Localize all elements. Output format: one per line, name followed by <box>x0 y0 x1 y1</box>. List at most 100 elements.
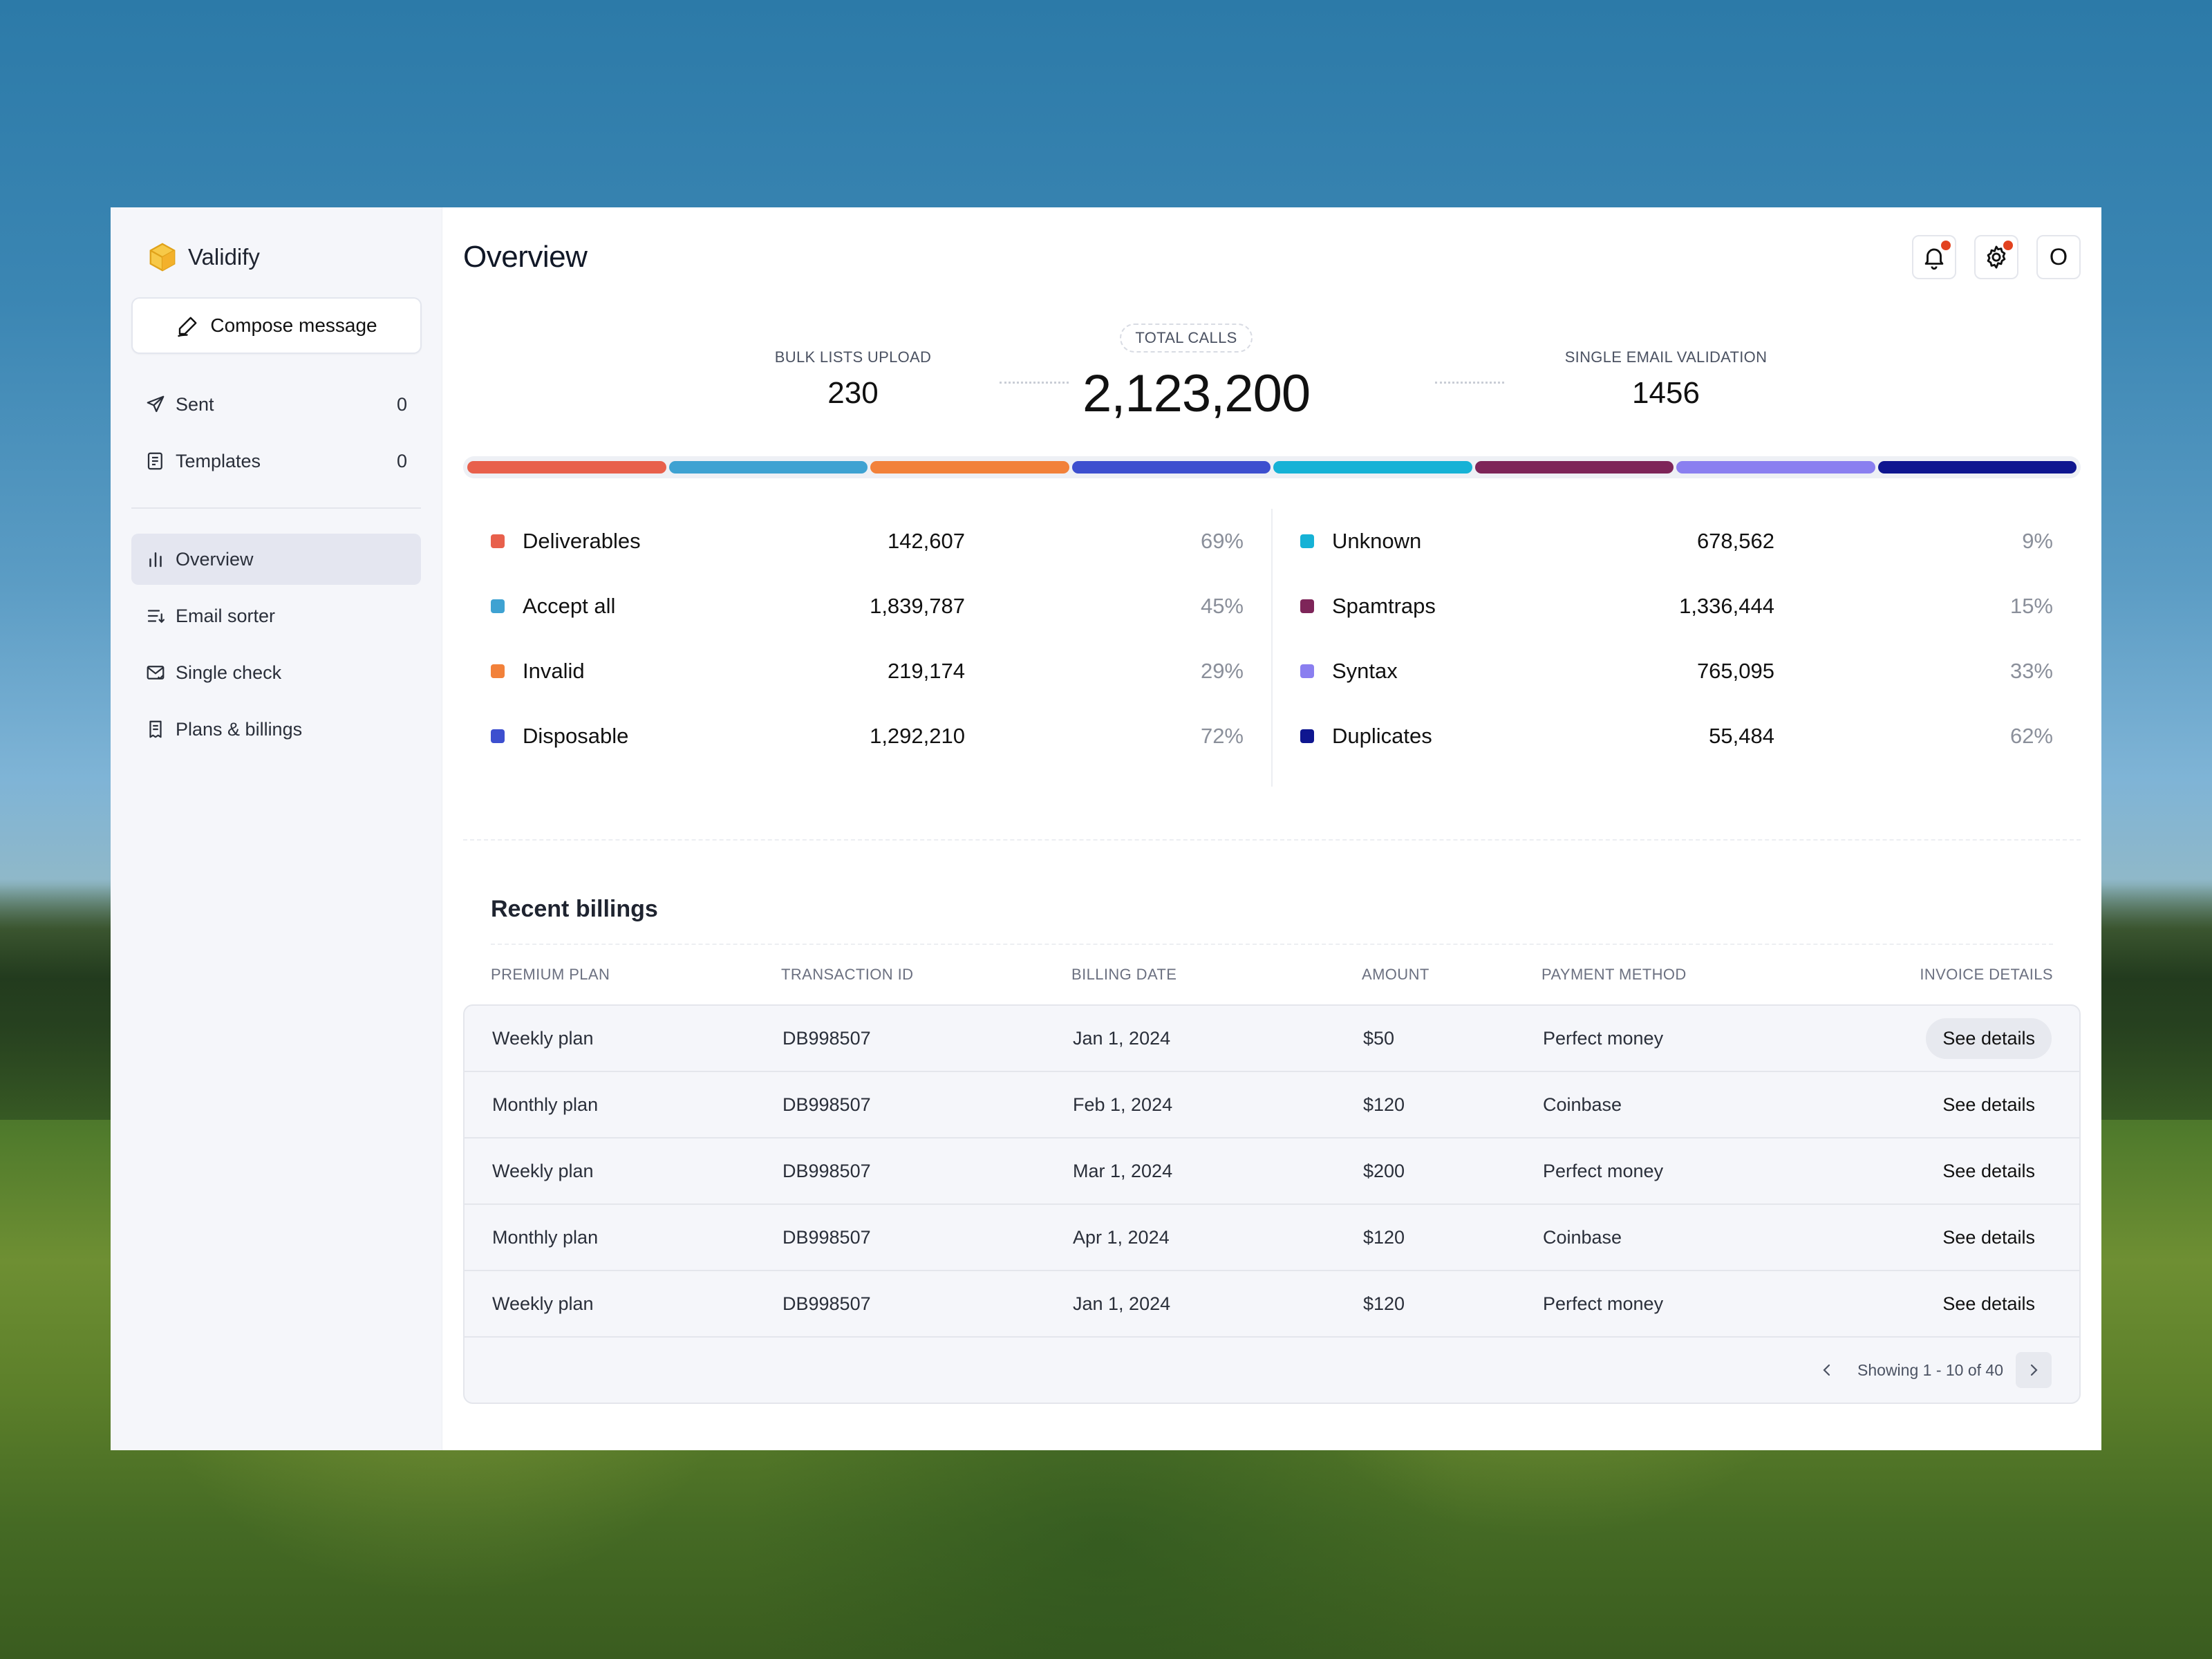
column-header: AMOUNT <box>1362 966 1430 983</box>
legend-name: Invalid <box>523 659 585 683</box>
legend-count: 142,607 <box>887 529 965 553</box>
payment-method-cell: Coinbase <box>1543 1226 1622 1248</box>
sidebar-divider <box>131 507 421 509</box>
billing-date-cell: Feb 1, 2024 <box>1073 1094 1173 1115</box>
sidebar-item-label: Templates <box>176 450 261 471</box>
column-header: INVOICE DETAILS <box>1920 966 2053 983</box>
transaction-id-cell: DB998507 <box>782 1293 871 1314</box>
pagination-label: Showing 1 - 10 of 40 <box>1857 1360 2003 1379</box>
plan-cell: Monthly plan <box>492 1226 599 1248</box>
legend-swatch <box>1300 534 1314 548</box>
sidebar-item-label: Plans & billings <box>176 718 303 740</box>
see-details-button[interactable]: See details <box>1942 1094 2035 1115</box>
sidebar-item-templates[interactable]: Templates 0 <box>131 435 421 487</box>
see-details-button[interactable]: See details <box>1926 1018 2052 1059</box>
topbar: Overview O <box>463 235 2081 279</box>
sidebar-item-single-check[interactable]: Single check <box>131 647 421 698</box>
plan-cell: Monthly plan <box>492 1094 599 1115</box>
main-content: Overview O <box>442 207 2101 1450</box>
compose-message-button[interactable]: Compose message <box>131 297 422 354</box>
see-details-button[interactable]: See details <box>1942 1160 2035 1181</box>
segment-bar-piece <box>668 461 868 474</box>
legend-name: Accept all <box>523 594 616 618</box>
legend-row: Invalid 219,174 29% <box>491 639 1244 704</box>
plan-cell: Weekly plan <box>492 1027 594 1049</box>
legend-percent: 15% <box>2009 594 2053 618</box>
template-icon <box>147 452 162 470</box>
legend-swatch <box>1300 599 1314 613</box>
billing-date-cell: Apr 1, 2024 <box>1073 1226 1170 1248</box>
table-row: Monthly plan DB998507 Apr 1, 2024 $120 Coinb… <box>465 1205 2079 1271</box>
legend-row: Spamtraps 1,336,444 15% <box>1300 574 2053 639</box>
legend-column-right: Unknown 678,562 9% Spamtraps 1,336,444 15% Syn… <box>1273 509 2081 787</box>
payment-method-cell: Perfect money <box>1543 1293 1664 1314</box>
legend-name: Duplicates <box>1332 724 1432 748</box>
plan-cell: Weekly plan <box>492 1160 594 1181</box>
column-header: TRANSACTION ID <box>781 966 914 983</box>
payment-method-cell: Perfect money <box>1543 1027 1664 1049</box>
segment-bar-piece <box>870 461 1069 474</box>
stat-label: TOTAL CALLS <box>1120 324 1253 353</box>
sidebar-item-plans-billings[interactable]: Plans & billings <box>131 704 421 755</box>
avatar-button[interactable]: O <box>2036 235 2081 279</box>
stat-bulk-uploads: BULK LISTS UPLOAD 230 <box>749 348 957 411</box>
app-window: Validify Compose message Sent 0 Templ <box>111 207 2101 1450</box>
brand[interactable]: Validify <box>131 235 421 279</box>
pen-icon <box>178 317 197 337</box>
stat-total-calls: TOTAL CALLS 2,123,200 <box>1082 324 1311 424</box>
legend-row: Unknown 678,562 9% <box>1300 509 2053 574</box>
amount-cell: $120 <box>1363 1293 1405 1314</box>
brand-name: Validify <box>188 244 260 270</box>
legend-percent: 33% <box>2009 659 2053 683</box>
amount-cell: $50 <box>1363 1027 1395 1049</box>
legend-count: 1,839,787 <box>870 594 965 618</box>
sidebar-item-sent[interactable]: Sent 0 <box>131 379 421 430</box>
see-details-button[interactable]: See details <box>1942 1293 2035 1314</box>
prev-page-button[interactable] <box>1809 1352 1845 1388</box>
column-header: BILLING DATE <box>1071 966 1177 983</box>
payment-method-cell: Perfect money <box>1543 1160 1664 1181</box>
billing-date-cell: Mar 1, 2024 <box>1073 1160 1173 1181</box>
templates-count: 0 <box>396 450 407 471</box>
mail-nav: Sent 0 Templates 0 <box>131 379 421 487</box>
send-icon <box>147 395 165 413</box>
legend-swatch <box>491 664 505 678</box>
legend-percent: 62% <box>2009 724 2053 748</box>
sidebar-item-label: Single check <box>176 662 282 683</box>
legend-row: Disposable 1,292,210 72% <box>491 704 1244 769</box>
legend-row: Accept all 1,839,787 45% <box>491 574 1244 639</box>
sidebar-item-overview[interactable]: Overview <box>131 534 421 585</box>
legend-swatch <box>1300 664 1314 678</box>
settings-button[interactable] <box>1974 235 2018 279</box>
legend-percent: 69% <box>1200 529 1244 553</box>
sidebar-item-label: Sent <box>176 393 214 415</box>
receipt-icon <box>149 720 162 738</box>
table-row: Monthly plan DB998507 Feb 1, 2024 $120 Coinb… <box>465 1072 2079 1138</box>
cube-logo-icon <box>149 243 176 272</box>
segment-bar-piece <box>1474 461 1674 474</box>
sidebar-item-email-sorter[interactable]: Email sorter <box>131 590 421 641</box>
notification-dot <box>1941 241 1951 250</box>
legend-percent: 45% <box>1200 594 1244 618</box>
table-row: Weekly plan DB998507 Jan 1, 2024 $120 Perfec… <box>465 1271 2079 1338</box>
legend-name: Spamtraps <box>1332 594 1436 618</box>
section-title: Recent billings <box>491 896 658 922</box>
segment-bar <box>463 456 2081 478</box>
stat-value: 230 <box>827 376 879 410</box>
sent-count: 0 <box>396 393 407 415</box>
stat-value: 2,123,200 <box>1082 364 1311 423</box>
amount-cell: $200 <box>1363 1160 1405 1181</box>
pagination: Showing 1 - 10 of 40 <box>465 1338 2079 1403</box>
next-page-button[interactable] <box>2016 1352 2052 1388</box>
billing-date-cell: Jan 1, 2024 <box>1073 1293 1171 1314</box>
table-row: Weekly plan DB998507 Mar 1, 2024 $200 Perfec… <box>465 1138 2079 1205</box>
see-details-button[interactable]: See details <box>1942 1226 2035 1248</box>
legend-row: Duplicates 55,484 62% <box>1300 704 2053 769</box>
notifications-button[interactable] <box>1912 235 1956 279</box>
transaction-id-cell: DB998507 <box>782 1160 871 1181</box>
billing-date-cell: Jan 1, 2024 <box>1073 1027 1171 1049</box>
chevron-left-icon <box>1823 1364 1830 1376</box>
legend-percent: 72% <box>1200 724 1244 748</box>
legend-count: 55,484 <box>1709 724 1774 748</box>
stat-label: BULK LISTS UPLOAD <box>774 348 932 366</box>
